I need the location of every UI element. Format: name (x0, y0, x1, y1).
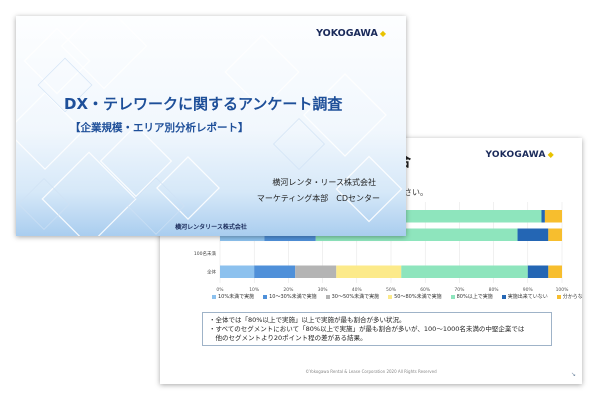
report-subtitle: 【企業規模・エリア別分析レポート】 (70, 122, 249, 134)
logo-text: YOKOGAWA (485, 150, 546, 160)
legend-swatch (450, 294, 455, 299)
legend-label: 実施出来ていない (507, 294, 548, 300)
legend-item: 50～80%未満で実施 (388, 293, 442, 300)
legend-label: 30～50%未満で実施 (331, 294, 380, 300)
bar-segment (295, 265, 337, 278)
bar-segment (401, 265, 528, 278)
summary-line: ・全体では「80%以上で実施」以上で実施が最も割合が多い状況。 (209, 316, 406, 324)
summary-line: ・すべてのセグメントにおいて「80%以上で実施」が最も割合が多いが、100～10… (209, 325, 525, 333)
legend-label: 50～80%未満で実施 (394, 294, 442, 300)
legend-swatch (501, 294, 506, 299)
decorative-squares (16, 16, 403, 236)
cover-slide: YOKOGAWA ◆ DX・テレワークに関するアンケート調査 【企業規模・エリア別… (16, 16, 406, 236)
legend-swatch (212, 294, 216, 299)
bar-segment (544, 210, 562, 223)
diamond-icon: ◆ (379, 29, 386, 38)
legend-item: 30～50%未満で実施 (325, 293, 380, 300)
bar-segment (254, 265, 296, 278)
legend-label: 80%以上で実施 (456, 294, 493, 300)
legend-swatch (556, 294, 561, 299)
chart-legend: 10%未満で実施 10～30%未満で実施 30～50%未満で実施 50～80%未満で実… (212, 293, 582, 300)
x-tick-label: 10% (249, 287, 260, 293)
department-name: マーケティング本部 CDセンター (256, 194, 380, 203)
bar-segment (541, 210, 545, 223)
question-fragment: ださい。 (396, 188, 428, 197)
x-tick-label: 0% (216, 287, 224, 293)
report-title: DX・テレワークに関するアンケート調査 (64, 95, 343, 113)
company-name: 横河レンタ・リース株式会社 (272, 178, 376, 187)
x-tick-label: 40% (352, 287, 363, 293)
x-tick-label: 30% (318, 287, 329, 293)
x-tick-label: 90% (523, 287, 534, 293)
category-label: 100名未満 (194, 250, 217, 257)
legend-label: 分からない (562, 294, 582, 300)
legend-item: 10%未満で実施 (212, 293, 254, 300)
legend-item: 10～30%未満で実施 (263, 293, 317, 300)
bar-segment (517, 228, 549, 241)
legend-label: 10%未満で実施 (218, 294, 255, 300)
diamond-icon: ◆ (547, 150, 554, 159)
x-tick-label: 70% (454, 287, 465, 293)
x-tick-label: 80% (489, 287, 500, 293)
bar-segment (548, 228, 562, 241)
legend-item: 実施出来ていない (501, 293, 548, 300)
yokogawa-logo: YOKOGAWA ◆ (316, 28, 386, 39)
bar-segment (527, 265, 549, 278)
summary-box: ・全体では「80%以上で実施」以上で実施が最も割合が多い状況。 ・すべてのセグメ… (202, 312, 552, 346)
x-tick-label: 20% (283, 287, 294, 293)
legend-item: 分からない (556, 293, 582, 300)
x-tick-label: 100% (556, 287, 570, 293)
yokogawa-logo: YOKOGAWA ◆ (486, 150, 554, 160)
legend-item: 80%以上で実施 (450, 293, 493, 300)
logo-text: YOKOGAWA (316, 28, 378, 39)
corner-arrow-icon: ↘ (570, 371, 576, 378)
legend-label: 10～30%未満で実施 (269, 294, 317, 300)
x-tick-label: 60% (420, 287, 431, 293)
legend-swatch (263, 294, 268, 299)
bar-segment (220, 265, 255, 278)
legend-swatch (325, 294, 330, 299)
legend-swatch (388, 294, 393, 299)
category-label: 全体 (207, 268, 216, 275)
copyright: ©Yokogawa Rental & Lease Corporation 202… (305, 369, 437, 374)
footer-company: 横河レンタリース株式会社 (175, 224, 247, 231)
bar-segment (336, 265, 402, 278)
summary-line: 他のセグメントより20ポイント程の差がある結果。 (209, 334, 367, 342)
x-tick-label: 50% (386, 287, 397, 293)
bar-segment (548, 265, 562, 278)
